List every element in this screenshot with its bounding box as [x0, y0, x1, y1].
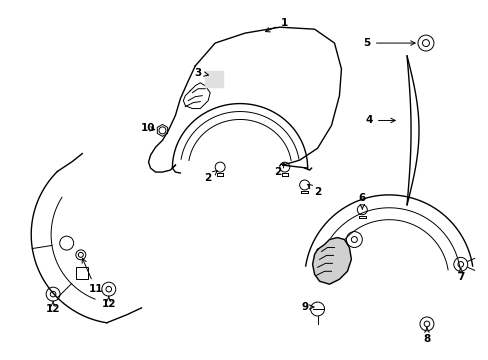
- Text: 1: 1: [265, 18, 288, 32]
- Text: 12: 12: [46, 301, 60, 314]
- Text: 2: 2: [274, 163, 284, 177]
- Text: 5: 5: [363, 38, 414, 48]
- Text: 6: 6: [358, 193, 365, 209]
- Text: 11: 11: [82, 258, 103, 294]
- Bar: [205, 71, 223, 87]
- Text: 3: 3: [194, 68, 208, 78]
- Text: 4: 4: [365, 116, 394, 126]
- Text: 8: 8: [423, 328, 430, 344]
- Text: 12: 12: [102, 296, 116, 309]
- Text: 10: 10: [141, 123, 156, 134]
- Polygon shape: [312, 238, 351, 284]
- Text: 9: 9: [301, 302, 313, 312]
- Text: 2: 2: [307, 184, 321, 197]
- Text: 2: 2: [204, 171, 217, 183]
- Text: 7: 7: [456, 269, 464, 282]
- Bar: [76, 267, 88, 279]
